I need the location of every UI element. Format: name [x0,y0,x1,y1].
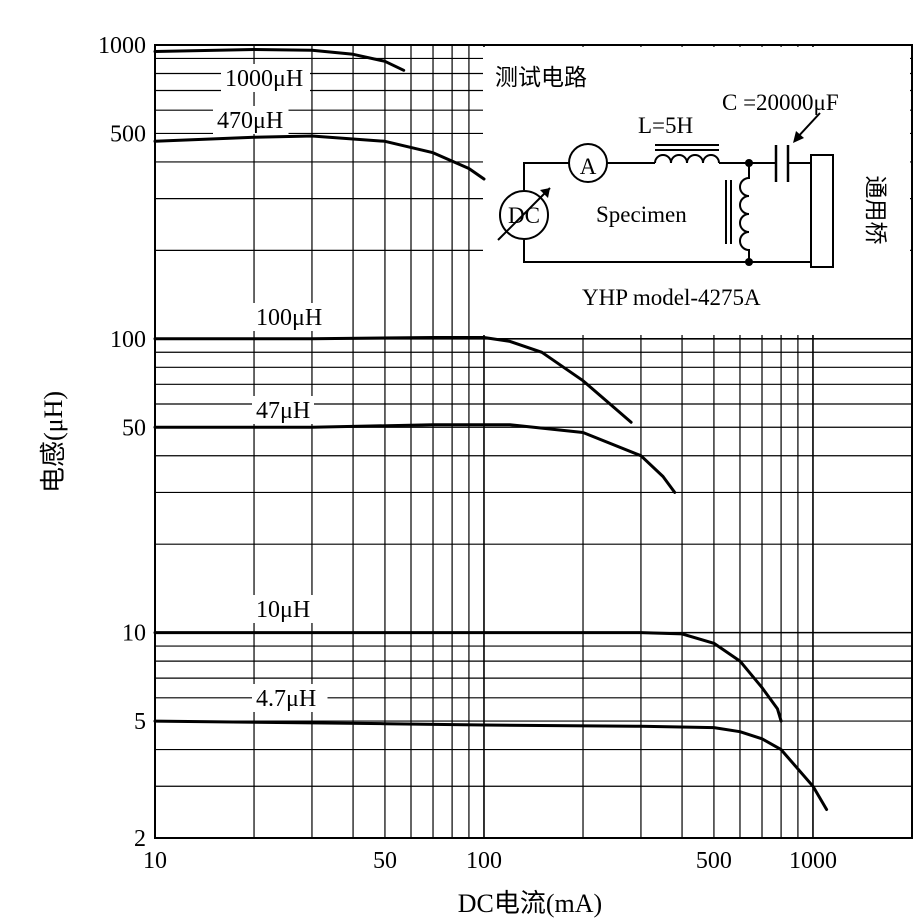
inductor-coil [654,154,720,164]
ammeter-label: A [580,154,597,179]
instrument-model-label: YHP model-4275A [582,285,761,310]
series-label-5: 4.7μH [256,686,316,712]
arrow-head [540,188,550,198]
x-tick-label: 1000 [789,848,837,874]
series-line-0 [153,48,406,72]
series-label-bg [252,684,328,712]
series-line-2 [153,336,633,424]
series-labels: 1000μH 470μH 100μH 47μH 10μH 4.7μH [213,64,328,712]
bridge-label: 通用桥 [863,176,888,245]
y-tick-label: 5 [134,709,146,735]
specimen-coil [739,163,750,262]
series-label-bg [252,396,314,424]
series-line-4 [153,631,783,723]
axis-tick-labels: 10 50 100 500 1000 1000 500 100 50 10 5 2 [98,33,837,874]
series-label-2: 100μH [256,305,322,331]
series-label-0: 1000μH [225,66,303,92]
y-tick-label: 100 [110,327,146,353]
wire [523,162,569,190]
y-axis-title: 电感(μH) [39,391,68,493]
series-label-bg [221,64,310,92]
dc-source-symbol [499,190,549,240]
series-label-1: 470μH [217,108,283,134]
inset-background [483,47,910,335]
series-curves [153,48,829,811]
series-line-3 [153,423,677,494]
series-label-bg [252,303,328,331]
series-line-5 [153,719,829,811]
x-tick-label: 10 [143,848,167,874]
wire [523,240,749,263]
inset-title: 测试电路 [495,65,587,90]
y-tick-label: 10 [122,621,146,647]
test-circuit-inset: 测试电路 C =20000μF L=5H A DC Specimen YHP m… [483,47,910,335]
dc-source-arrow [497,187,551,241]
y-tick-label: 50 [122,415,146,441]
series-label-3: 47μH [256,398,310,424]
inductor-label: L=5H [638,113,693,138]
capacitor-label: C =20000μF [722,90,839,115]
series-label-bg [252,595,314,623]
arrow-head [793,131,804,143]
series-label-bg [213,106,289,134]
circuit-schematic [497,112,834,268]
plot-frame [154,44,913,839]
x-tick-label: 50 [373,848,397,874]
y-tick-label: 1000 [98,33,146,59]
x-tick-label: 500 [696,848,732,874]
y-tick-label: 2 [134,826,146,852]
specimen-label: Specimen [596,202,687,227]
bridge-box [810,154,834,268]
x-tick-label: 100 [466,848,502,874]
y-tick-label: 500 [110,121,146,147]
x-axis-title: DC电流(mA) [458,889,602,918]
series-line-1 [153,134,486,181]
series-label-4: 10μH [256,597,310,623]
